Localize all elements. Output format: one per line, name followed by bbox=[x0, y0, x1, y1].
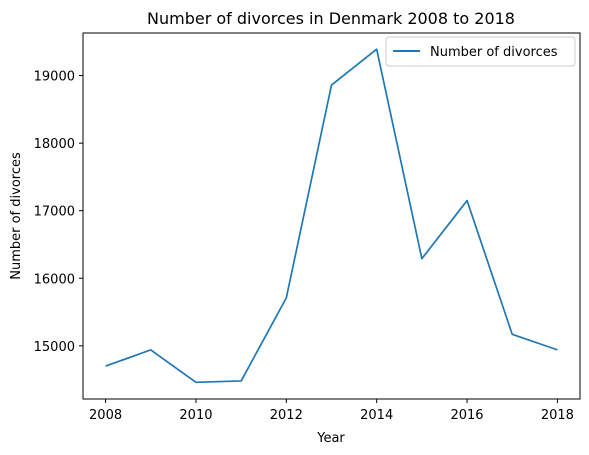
y-tick-label: 15000 bbox=[34, 340, 75, 355]
legend-label-number-of-divorces: Number of divorces bbox=[430, 45, 558, 60]
x-tick-label: 2010 bbox=[179, 408, 212, 423]
data-point bbox=[465, 199, 469, 203]
x-tick-label: 2008 bbox=[89, 408, 122, 423]
y-tick-label: 16000 bbox=[34, 272, 75, 287]
data-point bbox=[104, 364, 108, 368]
data-point bbox=[149, 348, 153, 352]
legend: Number of divorces bbox=[385, 36, 576, 67]
data-point bbox=[330, 83, 334, 87]
x-tick-label: 2018 bbox=[541, 408, 574, 423]
series-layer bbox=[104, 47, 559, 384]
x-axis-label: Year bbox=[316, 431, 345, 446]
data-point bbox=[510, 332, 514, 336]
x-tick-label: 2016 bbox=[450, 408, 483, 423]
y-tick-label: 17000 bbox=[34, 205, 75, 220]
chart-title: Number of divorces in Denmark 2008 to 20… bbox=[147, 9, 515, 28]
series-line-number-of-divorces bbox=[105, 48, 558, 384]
data-point bbox=[194, 380, 198, 384]
data-point bbox=[420, 257, 424, 261]
y-tick-label: 19000 bbox=[34, 70, 75, 85]
plot-area bbox=[82, 32, 581, 400]
data-point bbox=[284, 296, 288, 300]
x-tick-label: 2014 bbox=[360, 408, 393, 423]
x-tick-label: 2012 bbox=[270, 408, 303, 423]
data-point bbox=[239, 379, 243, 383]
y-tick-label: 18000 bbox=[34, 137, 75, 152]
data-point bbox=[375, 47, 379, 51]
x-axis: 2008 2010 2012 2014 2016 2018 bbox=[89, 399, 574, 423]
y-axis: 15000 16000 17000 18000 19000 bbox=[34, 70, 83, 355]
data-point bbox=[555, 348, 559, 352]
y-axis-label: Number of divorces bbox=[9, 152, 24, 280]
legend-box bbox=[385, 36, 576, 67]
